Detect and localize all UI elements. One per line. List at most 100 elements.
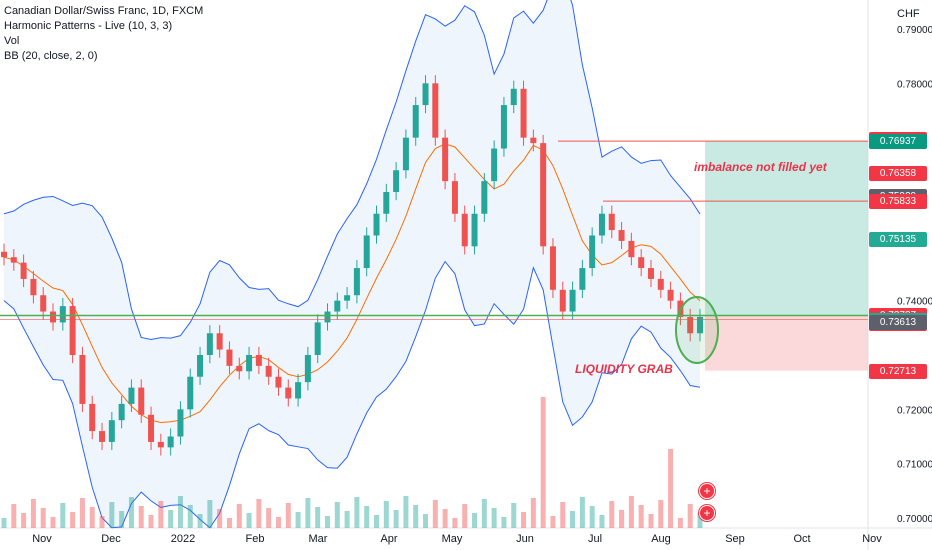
volume-bar <box>697 513 703 528</box>
price-badge: 0.76358 <box>869 165 927 181</box>
candle-body <box>226 349 233 366</box>
volume-bar <box>432 500 438 528</box>
volume-bar <box>481 499 487 528</box>
volume-bar <box>256 499 262 528</box>
volume-bar <box>413 505 419 528</box>
volume-bar <box>452 518 458 528</box>
add-alert-icon[interactable]: + <box>699 483 715 499</box>
candle-body <box>295 382 302 399</box>
candle-body <box>657 278 664 290</box>
candle-body <box>118 403 125 421</box>
volume-bar <box>285 503 291 528</box>
candle-body <box>344 295 351 301</box>
price-badge: 0.76937 <box>869 134 927 150</box>
volume-bar <box>530 498 536 528</box>
volume-bar <box>158 501 164 528</box>
indicator-harmonic[interactable]: Harmonic Patterns - Live (10, 3, 3) <box>4 20 173 32</box>
bb-lower-band <box>3 260 701 529</box>
x-tick-label: May <box>442 533 463 545</box>
candle-body <box>265 365 272 377</box>
candle-body <box>373 213 380 236</box>
volume-bar <box>374 515 380 528</box>
volume-bar <box>648 514 654 528</box>
y-tick-label: 0.71000 <box>897 460 932 471</box>
candle-body <box>638 257 645 269</box>
volume-bar <box>491 508 497 528</box>
y-tick-label: 0.74000 <box>897 297 932 308</box>
volume-bar <box>305 498 311 528</box>
candle-body <box>255 355 262 366</box>
y-tick-label: 0.79000 <box>897 25 932 36</box>
volume-bar <box>89 507 95 528</box>
candle-body <box>69 306 76 355</box>
candle-body <box>99 431 106 442</box>
volume-bar <box>599 515 605 528</box>
indicator-bb[interactable]: BB (20, close, 2, 0) <box>4 50 98 62</box>
candle-body <box>402 137 409 171</box>
x-tick-label: Sep <box>725 533 745 545</box>
candle-body <box>491 148 498 182</box>
candle-body <box>275 376 282 388</box>
candle-body <box>628 240 635 258</box>
x-tick-label: Apr <box>380 533 397 545</box>
candle-body <box>608 213 615 231</box>
volume-bar <box>197 514 203 528</box>
x-tick-label: Nov <box>862 533 882 545</box>
x-tick-label: Dec <box>101 533 121 545</box>
y-tick-label: 0.78000 <box>897 79 932 90</box>
volume-bar <box>638 505 644 528</box>
volume-bar <box>393 510 399 528</box>
volume-bar <box>217 509 223 528</box>
candle-body <box>138 387 145 415</box>
candle-body <box>687 316 694 334</box>
candle-body <box>363 235 370 269</box>
volume-bar <box>668 449 674 528</box>
currency-label: CHF <box>897 8 920 20</box>
add-order-icon[interactable]: + <box>699 505 715 521</box>
volume-bar <box>99 516 105 528</box>
volume-bar <box>148 515 154 528</box>
volume-bar <box>21 513 27 528</box>
symbol-title[interactable]: Canadian Dollar/Swiss Franc, 1D, FXCM <box>4 5 204 17</box>
x-tick-label: Jun <box>516 533 534 545</box>
candle-body <box>549 246 556 290</box>
price-badge: 0.73613 <box>869 314 927 330</box>
price-badge: 0.75833 <box>869 194 927 210</box>
candle-body <box>167 436 174 448</box>
volume-bar <box>177 496 183 528</box>
volume-bar <box>462 504 468 528</box>
volume-bar <box>60 503 66 528</box>
chart-legend: Canadian Dollar/Swiss Franc, 1D, FXCM Ha… <box>4 4 203 64</box>
candle-body <box>481 181 488 214</box>
volume-bar <box>168 510 174 528</box>
volume-bar <box>30 499 36 528</box>
x-tick-label: Aug <box>651 533 671 545</box>
y-tick-label: 0.72000 <box>897 405 932 416</box>
candle-body <box>530 137 537 144</box>
candle-body <box>383 192 390 214</box>
volume-bar <box>383 501 389 528</box>
indicator-vol[interactable]: Vol <box>4 35 20 47</box>
candle-body <box>334 300 341 312</box>
candle-body <box>285 387 292 399</box>
volume-bar <box>344 511 350 528</box>
candle-body <box>304 355 311 383</box>
x-tick-label: Nov <box>32 533 52 545</box>
candle-body <box>157 441 164 448</box>
candle-body <box>461 213 468 247</box>
candle-body <box>79 355 86 404</box>
liquidity-circle <box>675 296 719 364</box>
candle-body <box>412 105 419 138</box>
volume-bar <box>128 497 134 528</box>
candle-body <box>569 289 576 312</box>
volume-bar <box>334 502 340 528</box>
volume-bar <box>364 506 370 528</box>
candle-body <box>148 414 155 442</box>
y-tick-label: 0.70000 <box>897 514 932 525</box>
volume-bar <box>315 507 321 528</box>
liquidity-annotation: LIQUIDITY GRAB <box>575 362 673 376</box>
volume-bar <box>119 511 125 528</box>
volume-bar <box>677 518 683 528</box>
candle-body <box>393 170 400 192</box>
